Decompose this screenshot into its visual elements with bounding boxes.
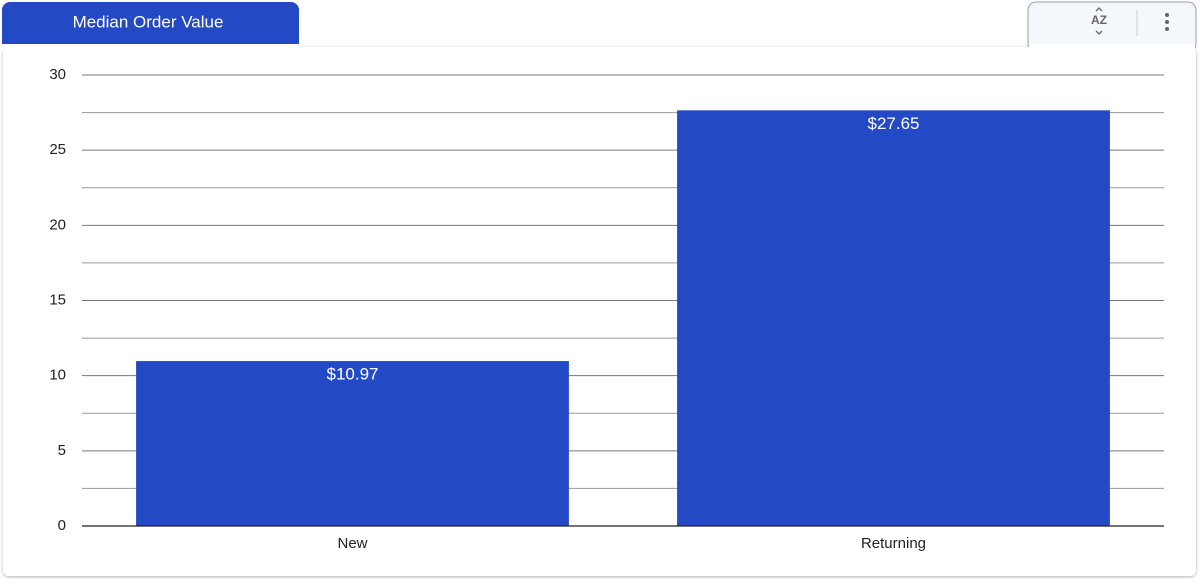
y-tick-label: 20 — [49, 216, 66, 233]
menu-dot — [1165, 27, 1169, 31]
y-tick-label: 30 — [49, 66, 66, 83]
chart-title: Median Order Value — [73, 12, 224, 31]
menu-button[interactable] — [1165, 13, 1169, 31]
value-label: $10.97 — [327, 365, 379, 384]
menu-dot — [1165, 13, 1169, 17]
menu-dot — [1165, 20, 1169, 24]
value-label: $27.65 — [868, 114, 920, 133]
sort-button[interactable]: AZ — [1091, 13, 1107, 27]
x-tick-label: Returning — [861, 535, 926, 552]
bar — [677, 110, 1110, 526]
tab-gap — [2, 44, 299, 50]
x-tick-label: New — [337, 535, 367, 552]
y-tick-label: 15 — [49, 291, 66, 308]
y-tick-label: 10 — [49, 367, 66, 384]
y-tick-label: 5 — [58, 442, 66, 459]
bar — [136, 361, 569, 526]
sort-arrows — [1095, 7, 1103, 35]
y-tick-label: 0 — [58, 517, 66, 534]
y-tick-label: 25 — [49, 141, 66, 158]
toolbar-gap — [1029, 44, 1195, 50]
tab[interactable] — [2, 2, 299, 52]
